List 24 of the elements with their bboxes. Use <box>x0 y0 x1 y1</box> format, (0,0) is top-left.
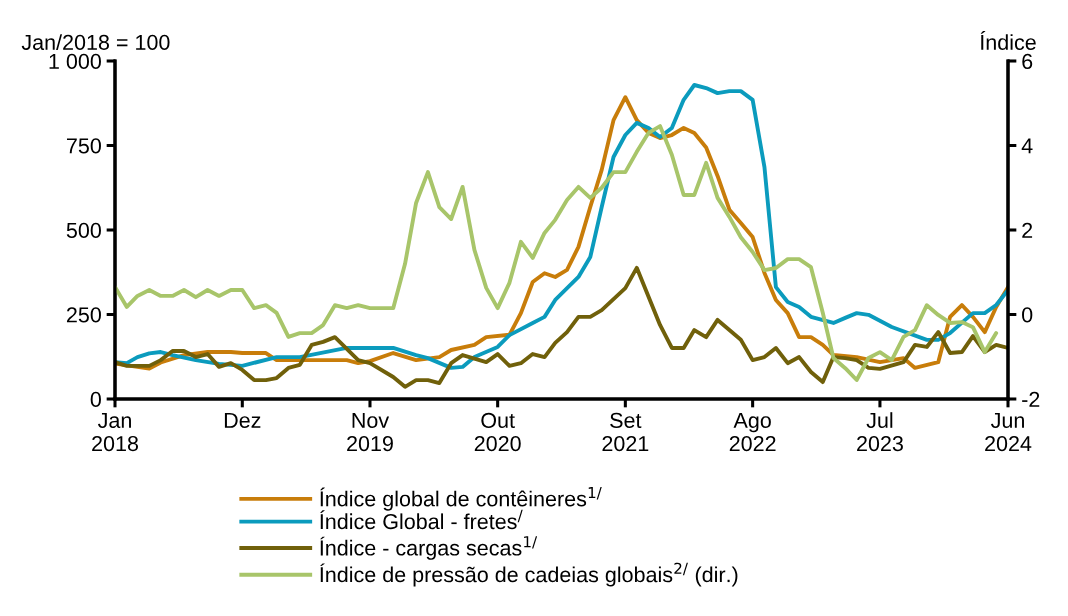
y-tick-label: 1 000 <box>49 53 101 70</box>
y2-tick-label: 0 <box>1022 307 1033 323</box>
x-tick-label: Set 2021 <box>602 412 649 452</box>
y2-axis-title: Índice <box>980 31 1036 50</box>
y-tick-label: 750 <box>66 138 101 154</box>
y-tick-label: 500 <box>66 222 101 239</box>
y-tick-label: 0 <box>90 391 101 408</box>
legend-label: Índice de pressão de cadeias globais$^{2/}$ (dir.) <box>320 562 738 587</box>
y-tick-label: 250 <box>66 307 101 323</box>
x-tick-label: Jul 2023 <box>857 412 903 452</box>
x-tick-label: Jan 2018 <box>92 412 139 452</box>
x-tick-label: Out 2020 <box>474 412 521 452</box>
x-tick-label: Ago 2022 <box>729 412 776 452</box>
x-tick-label: Nov 2019 <box>347 412 393 452</box>
y2-tick-label: -2 <box>1022 391 1040 407</box>
line-series <box>115 265 1008 389</box>
y2-tick-label: 2 <box>1022 222 1033 238</box>
y2-tick-label: 6 <box>1022 53 1033 70</box>
x-tick-label: Jun 2024 <box>985 412 1032 452</box>
x-tick-label: Dez <box>224 412 261 429</box>
y2-tick-label: 4 <box>1021 138 1033 154</box>
legend-label: Índice global de contêineres$^{1/}$ <box>320 487 602 511</box>
y-axis-title: Jan/2018 = 100 <box>21 34 170 50</box>
legend-label: Índice - cargas secas$^{1/}$ <box>320 536 538 560</box>
